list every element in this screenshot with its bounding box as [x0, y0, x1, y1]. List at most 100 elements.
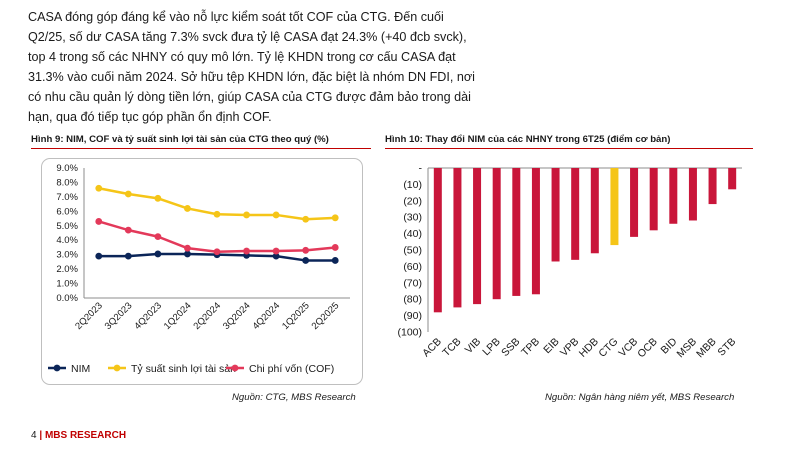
- bar: [610, 168, 619, 246]
- figure10-divider: [385, 148, 753, 149]
- paragraph-line: Q2/25, số dư CASA tăng 7.3% svck đưa tỷ …: [28, 30, 467, 44]
- y-tick-label: 0.0%: [56, 293, 78, 304]
- data-point: [184, 250, 191, 258]
- data-point: [124, 190, 132, 198]
- paragraph-line: hạn, qua đó tiếp tục góp phần ổn định CO…: [28, 110, 272, 124]
- data-point: [272, 211, 280, 219]
- x-tick-label: CTG: [596, 336, 620, 360]
- figure9-source: Nguồn: CTG, MBS Research: [232, 392, 356, 403]
- y-tick-label: 1.0%: [56, 279, 78, 290]
- y-tick-label: (70): [403, 277, 422, 289]
- legend-swatch-marker: [53, 364, 61, 372]
- bar: [492, 168, 501, 300]
- data-point: [95, 252, 103, 260]
- bar: [453, 168, 462, 308]
- x-tick-label: VPB: [558, 336, 581, 359]
- page-number: 4: [31, 430, 37, 441]
- legend-swatch-marker: [113, 364, 121, 372]
- x-tick-label: VIB: [463, 336, 483, 356]
- data-point: [331, 257, 339, 264]
- data-point: [302, 215, 310, 223]
- legend-label: Tỷ suất sinh lợi tài sản: [131, 363, 236, 375]
- y-tick-label: 6.0%: [56, 206, 78, 217]
- data-point: [302, 257, 310, 264]
- data-point: [302, 246, 310, 254]
- bar: [649, 168, 658, 231]
- data-point: [272, 252, 280, 260]
- data-point: [272, 247, 280, 255]
- data-point: [331, 214, 339, 222]
- data-point: [124, 252, 132, 260]
- bar: [531, 168, 540, 295]
- legend-swatch-marker: [231, 364, 239, 372]
- data-point: [213, 248, 221, 256]
- data-point: [184, 244, 191, 252]
- y-tick-label: 4.0%: [56, 235, 78, 246]
- x-tick-label: TPB: [519, 336, 542, 359]
- data-point: [243, 211, 250, 219]
- data-point: [154, 250, 162, 258]
- x-tick-label: TCB: [440, 336, 463, 359]
- bar: [551, 168, 560, 262]
- y-tick-label: 3.0%: [56, 250, 78, 261]
- y-tick-label: (20): [403, 195, 422, 207]
- bar: [688, 168, 697, 221]
- y-tick-label: 7.0%: [56, 192, 78, 203]
- x-tick-label: STB: [715, 336, 738, 359]
- data-point: [95, 184, 103, 192]
- x-tick-label: MBB: [694, 336, 719, 361]
- data-point: [243, 247, 250, 255]
- x-tick-label: HDB: [577, 336, 601, 360]
- y-tick-label: (60): [403, 261, 422, 273]
- y-tick-label: 2.0%: [56, 264, 78, 275]
- footer-brand: MBS RESEARCH: [44, 430, 127, 441]
- bar: [728, 168, 737, 190]
- page-footer: 4 | MBS RESEARCH: [31, 430, 126, 441]
- y-tick-label: (80): [403, 294, 422, 306]
- y-tick-label: -: [419, 163, 423, 175]
- figure9-title: Hình 9: NIM, COF và tỷ suất sinh lợi tài…: [31, 134, 329, 145]
- y-tick-label: (10): [403, 179, 422, 191]
- y-tick-label: (100): [397, 327, 422, 339]
- x-tick-label: SSB: [499, 336, 522, 359]
- x-tick-label: EIB: [541, 336, 561, 356]
- legend-label: NIM: [71, 363, 90, 375]
- data-point: [154, 233, 162, 241]
- paragraph-line: CASA đóng góp đáng kể vào nỗ lực kiểm so…: [28, 10, 444, 24]
- bar: [571, 168, 580, 260]
- y-tick-label: (50): [403, 245, 422, 257]
- bar: [708, 168, 717, 205]
- y-tick-label: (40): [403, 228, 422, 240]
- bar: [590, 168, 599, 254]
- paragraph-line: top 4 trong số các NHNY có quy mô lớn. T…: [28, 50, 456, 64]
- figure10-source: Nguồn: Ngân hàng niêm yết, MBS Research: [545, 392, 735, 403]
- bar: [669, 168, 678, 224]
- x-tick-label: MSB: [674, 336, 699, 361]
- data-point: [154, 194, 162, 202]
- bar: [512, 168, 521, 296]
- figure9-divider: [31, 148, 371, 149]
- y-tick-label: 5.0%: [56, 221, 78, 232]
- y-tick-label: (90): [403, 310, 422, 322]
- footer-separator: |: [39, 430, 43, 441]
- bar: [473, 168, 482, 305]
- data-point: [124, 226, 132, 234]
- data-point: [95, 218, 103, 225]
- legend-label: Chi phí vốn (COF): [249, 363, 334, 375]
- x-tick-label: LPB: [480, 336, 503, 359]
- bar: [433, 168, 442, 313]
- data-point: [184, 205, 191, 212]
- figure10-title: Hình 10: Thay đổi NIM của các NHNY trong…: [385, 134, 671, 145]
- data-point: [213, 210, 221, 218]
- y-tick-label: 8.0%: [56, 177, 78, 188]
- x-tick-label: VCB: [616, 336, 640, 360]
- data-point: [331, 244, 339, 251]
- y-tick-label: (30): [403, 212, 422, 224]
- paragraph-line: 31.3% vào cuối năm 2024. Sở hữu tệp KHDN…: [28, 70, 475, 84]
- x-tick-label: ACB: [420, 336, 444, 360]
- y-tick-label: 9.0%: [56, 163, 78, 174]
- bar: [630, 168, 639, 237]
- figure9-chart-frame: [41, 158, 363, 385]
